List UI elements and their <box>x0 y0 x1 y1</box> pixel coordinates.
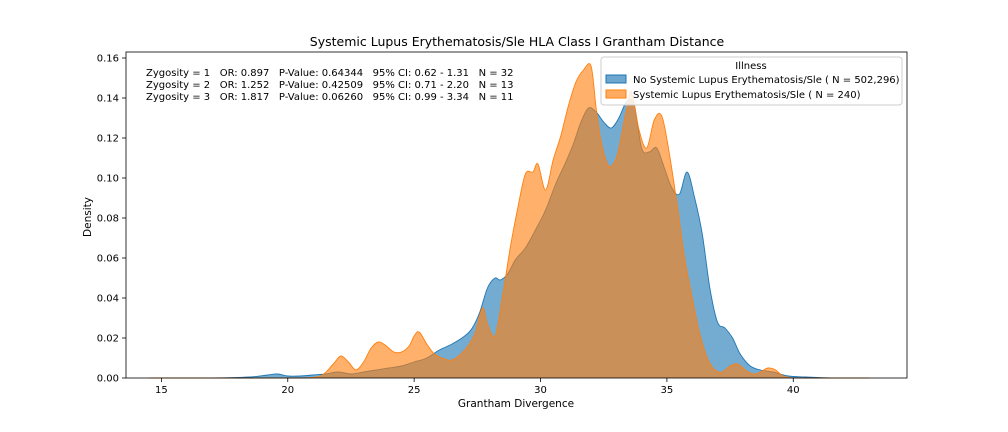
annotation-zygosity-3: Zygosity = 3 OR: 1.817 P-Value: 0.06260 … <box>146 92 514 103</box>
x-axis: 15 20 25 30 35 40 <box>155 378 800 396</box>
zygosity-annotations: Zygosity = 1 OR: 0.897 P-Value: 0.64344 … <box>146 68 514 103</box>
area-sle <box>148 63 870 378</box>
y-tick-label: 0.00 <box>97 374 119 385</box>
legend-label-no-sle: No Systemic Lupus Erythematosis/Sle ( N … <box>633 75 900 86</box>
chart-title: Systemic Lupus Erythematosis/Sle HLA Cla… <box>310 34 725 49</box>
x-axis-label: Grantham Divergence <box>458 398 574 410</box>
y-tick-label: 0.12 <box>97 134 119 145</box>
y-axis: 0.00 0.02 0.04 0.06 0.08 0.10 0.12 0.14 0.16 <box>97 54 126 385</box>
annotation-zygosity-1: Zygosity = 1 OR: 0.897 P-Value: 0.64344 … <box>146 68 514 79</box>
legend-swatch-sle <box>605 89 627 99</box>
x-tick-label: 35 <box>661 385 674 396</box>
y-tick-label: 0.08 <box>97 214 119 225</box>
legend-swatch-no-sle <box>605 74 627 84</box>
legend: Illness No Systemic Lupus Erythematosis/… <box>600 56 903 106</box>
density-areas <box>148 63 870 379</box>
y-tick-label: 0.14 <box>97 94 119 105</box>
y-tick-label: 0.16 <box>97 54 119 65</box>
x-tick-label: 20 <box>281 385 294 396</box>
legend-label-sle: Systemic Lupus Erythematosis/Sle ( N = 2… <box>633 90 861 101</box>
x-tick-label: 40 <box>787 385 800 396</box>
x-tick-label: 15 <box>155 385 168 396</box>
y-axis-label: Density <box>82 197 94 237</box>
legend-title: Illness <box>735 61 766 72</box>
y-tick-label: 0.02 <box>97 334 119 345</box>
y-tick-label: 0.06 <box>97 254 119 265</box>
y-tick-label: 0.10 <box>97 174 119 185</box>
plot-frame <box>125 51 908 379</box>
annotation-zygosity-2: Zygosity = 2 OR: 1.252 P-Value: 0.42509 … <box>146 80 514 91</box>
y-tick-label: 0.04 <box>97 294 119 305</box>
line-sle <box>148 63 870 379</box>
legend-box <box>600 56 903 106</box>
x-tick-label: 25 <box>408 385 421 396</box>
x-tick-label: 30 <box>534 385 547 396</box>
